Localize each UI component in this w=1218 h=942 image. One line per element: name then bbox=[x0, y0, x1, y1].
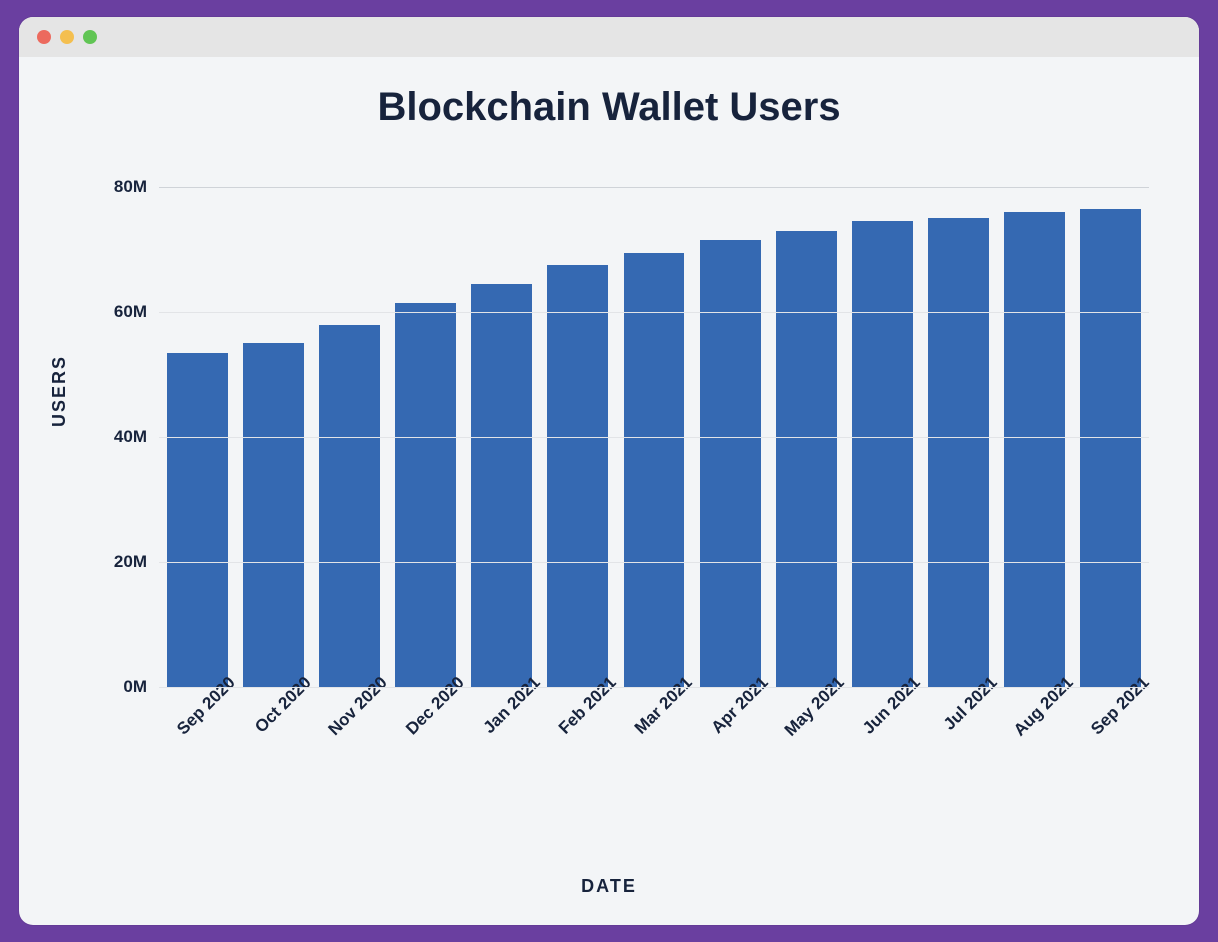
y-tick-label: 20M bbox=[114, 552, 147, 572]
y-tick-label: 0M bbox=[123, 677, 147, 697]
gridline bbox=[159, 312, 1149, 313]
bar bbox=[700, 240, 761, 687]
bar bbox=[167, 353, 228, 687]
y-tick-label: 40M bbox=[114, 427, 147, 447]
bar bbox=[319, 325, 380, 688]
chart-title: Blockchain Wallet Users bbox=[19, 85, 1199, 130]
bar bbox=[852, 221, 913, 687]
bar bbox=[1080, 209, 1141, 687]
bar bbox=[243, 343, 304, 687]
y-tick-label: 60M bbox=[114, 302, 147, 322]
y-tick-label: 80M bbox=[114, 177, 147, 197]
bar bbox=[1004, 212, 1065, 687]
window-titlebar bbox=[19, 17, 1199, 57]
bar bbox=[395, 303, 456, 687]
bar bbox=[928, 218, 989, 687]
window-zoom-button[interactable] bbox=[83, 30, 97, 44]
page-background: Blockchain Wallet Users USERS Sep 2020Oc… bbox=[0, 0, 1218, 942]
gridline bbox=[159, 562, 1149, 563]
y-axis-label: USERS bbox=[49, 355, 70, 427]
plot-area: Sep 2020Oct 2020Nov 2020Dec 2020Jan 2021… bbox=[159, 187, 1149, 687]
bar bbox=[776, 231, 837, 687]
bar bbox=[547, 265, 608, 687]
window-minimize-button[interactable] bbox=[60, 30, 74, 44]
gridline bbox=[159, 687, 1149, 688]
bar bbox=[624, 253, 685, 687]
gridline bbox=[159, 187, 1149, 188]
x-axis-label: DATE bbox=[19, 876, 1199, 897]
chart-panel: Blockchain Wallet Users USERS Sep 2020Oc… bbox=[19, 57, 1199, 925]
window-close-button[interactable] bbox=[37, 30, 51, 44]
chart-area: USERS Sep 2020Oct 2020Nov 2020Dec 2020Ja… bbox=[19, 167, 1199, 925]
gridline bbox=[159, 437, 1149, 438]
browser-window: Blockchain Wallet Users USERS Sep 2020Oc… bbox=[19, 17, 1199, 925]
bar bbox=[471, 284, 532, 687]
